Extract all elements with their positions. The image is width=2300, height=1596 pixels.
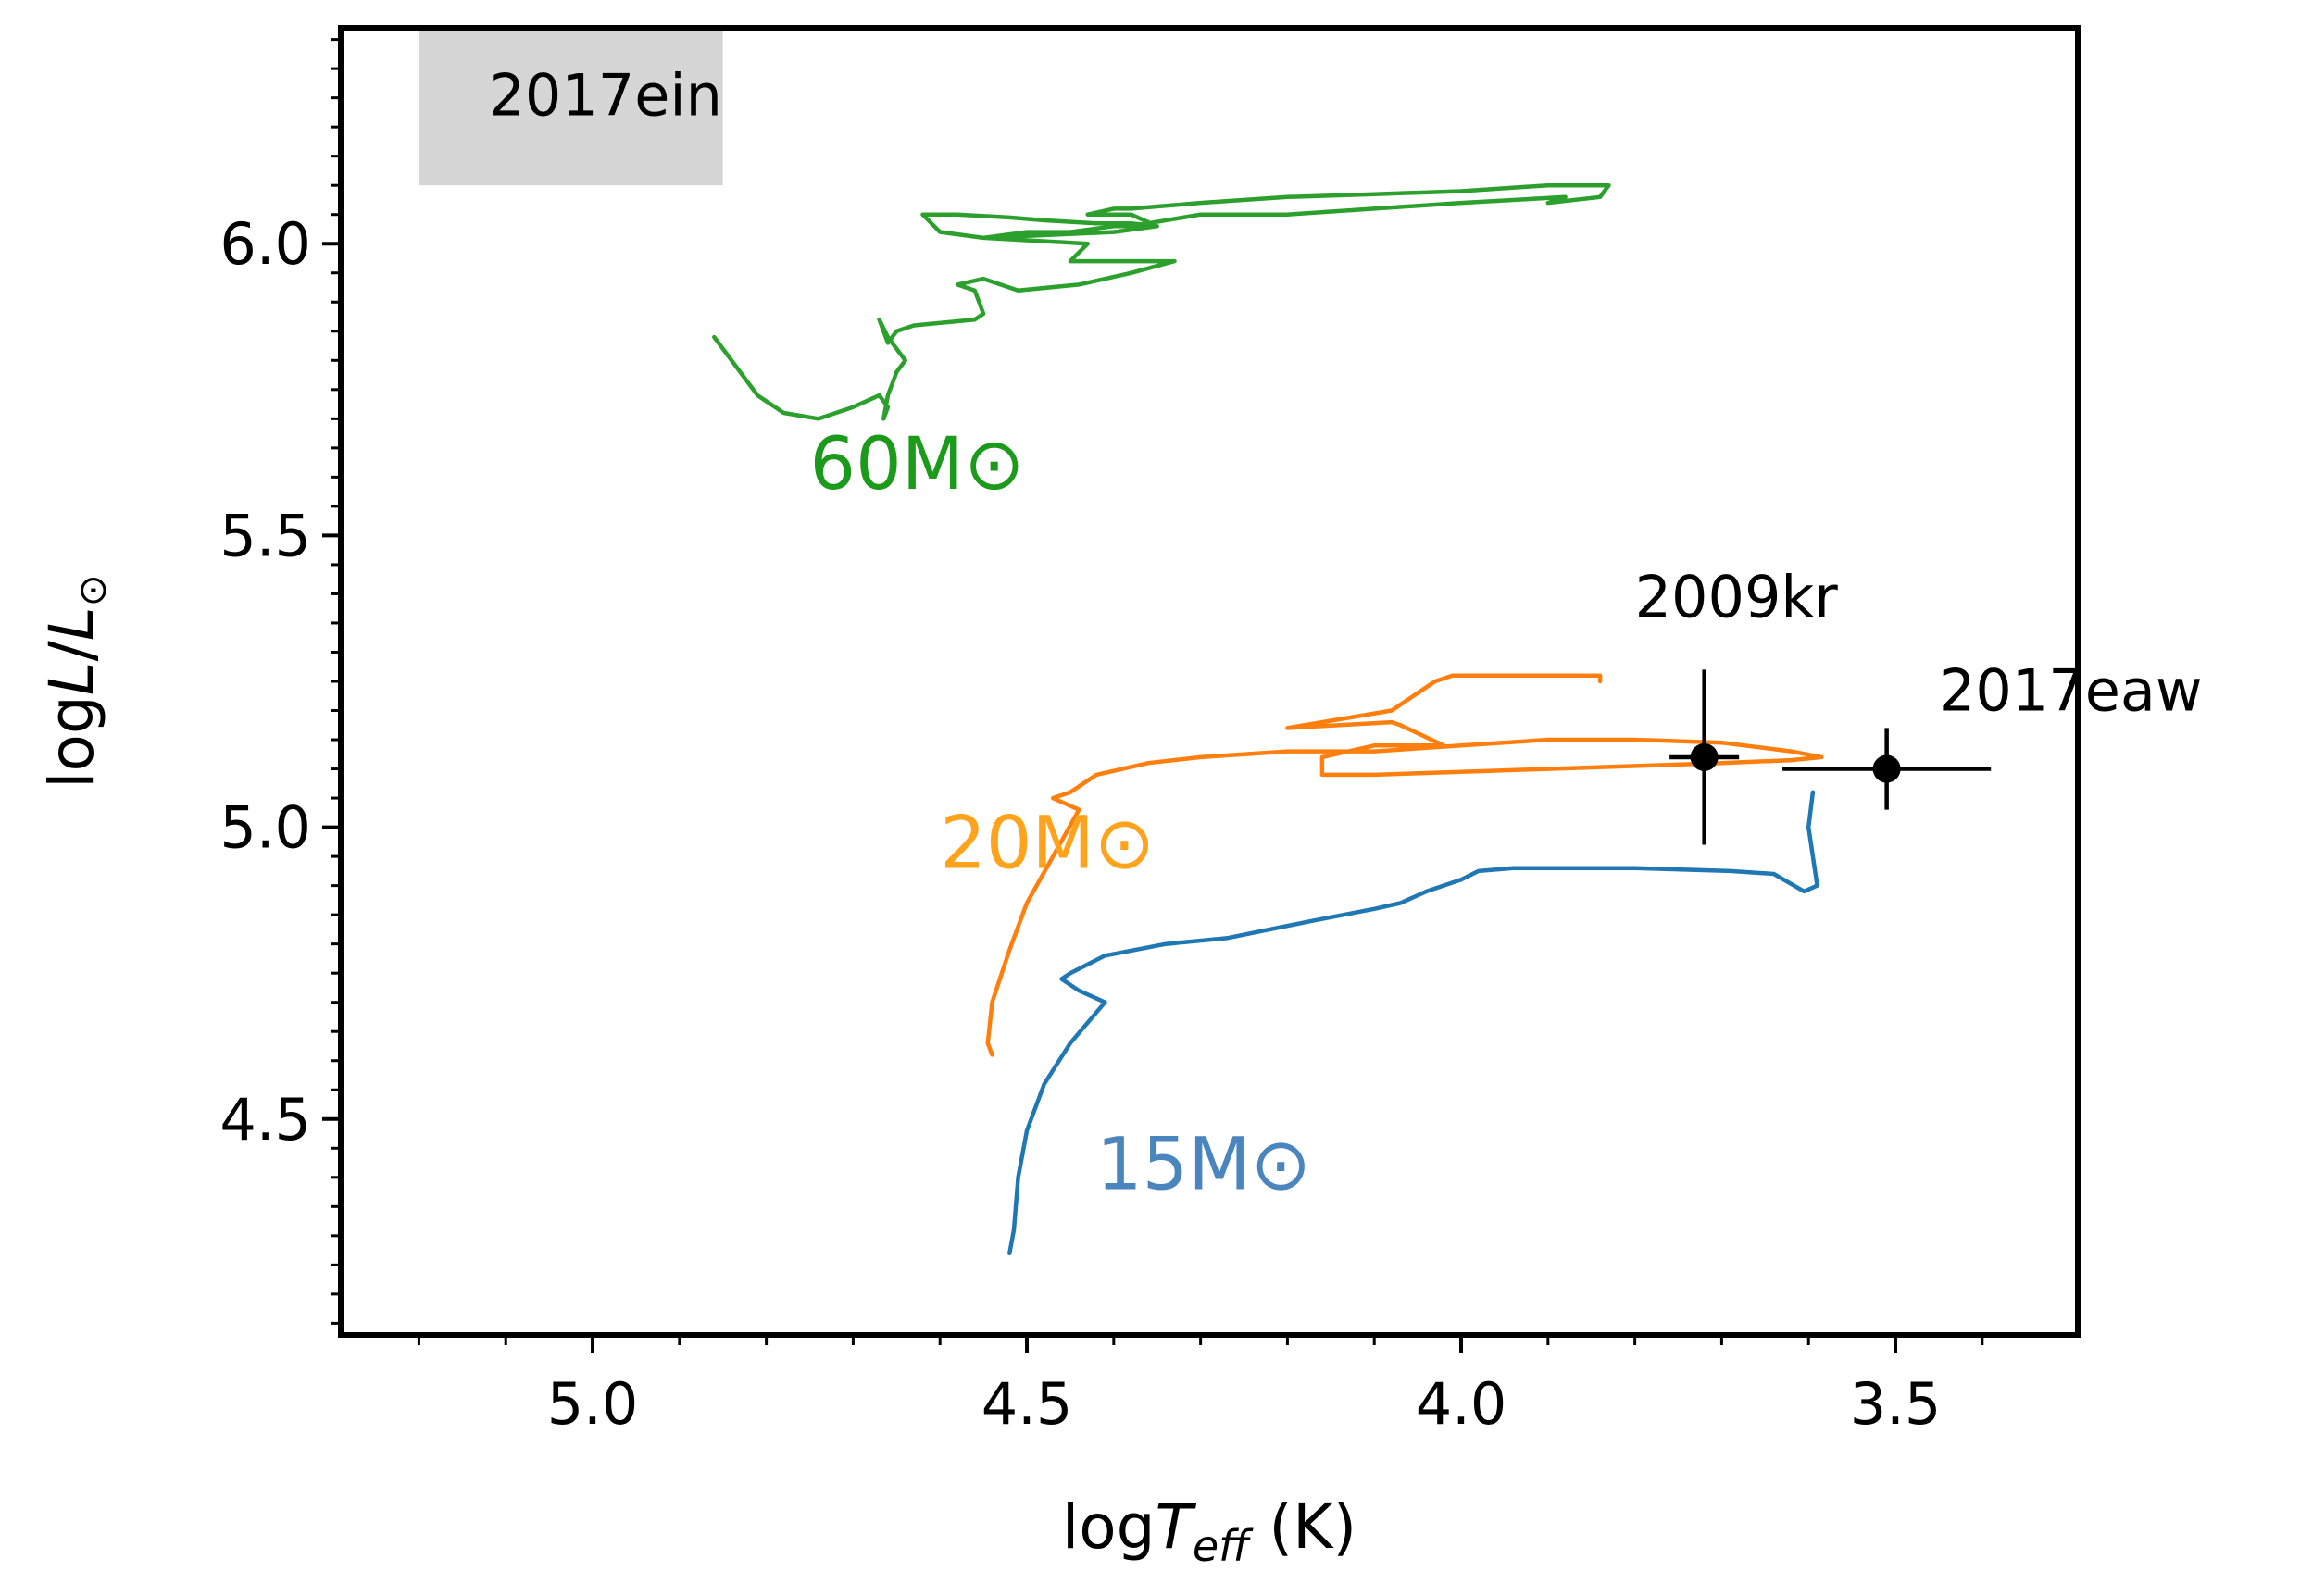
annotations: 2017ein 2009kr 2017eaw 60M⊙ 20M⊙ 15M⊙	[488, 62, 2202, 1207]
x-tick-label-4.5: 4.5	[981, 1370, 1073, 1438]
x-tick-label-5.0: 5.0	[547, 1370, 639, 1438]
label-2017eaw: 2017eaw	[1939, 657, 2203, 725]
track-line-15m-0	[1007, 790, 1819, 1256]
plot-area	[419, 28, 1992, 1256]
track-line-60m-2	[712, 182, 1611, 421]
y-axis-ticks: 4.5 5.0 5.5 6.0	[219, 38, 341, 1325]
y-tick-label-5.0: 5.0	[219, 794, 311, 862]
marker-2009kr	[1690, 742, 1719, 771]
region-2017ein	[419, 28, 723, 186]
y-axis-label: logL/L⊙	[36, 574, 115, 789]
evolutionary-tracks	[712, 182, 1824, 1256]
y-tick-label-5.5: 5.5	[219, 502, 311, 569]
track-label-20msun: 20M⊙	[940, 803, 1155, 886]
x-axis-label: logTeff (K)	[1062, 1491, 1356, 1571]
point-2017eaw	[1782, 728, 1992, 810]
track-label-15msun: 15M⊙	[1096, 1123, 1311, 1206]
progenitor-points	[1669, 669, 1992, 845]
x-tick-label-3.5: 3.5	[1850, 1370, 1942, 1438]
y-tick-label-4.5: 4.5	[219, 1086, 311, 1153]
track-line-20m-1	[985, 673, 1824, 1057]
y-tick-label-6.0: 6.0	[219, 210, 311, 278]
x-axis-ticks: 5.0 4.5 4.0 3.5	[417, 1335, 1984, 1438]
track-label-60msun: 60M⊙	[810, 423, 1025, 506]
marker-2017eaw	[1872, 754, 1901, 783]
x-tick-label-4.0: 4.0	[1416, 1370, 1507, 1438]
label-2009kr: 2009kr	[1635, 564, 1839, 631]
label-2017ein: 2017ein	[488, 62, 721, 130]
point-2009kr	[1669, 669, 1740, 845]
